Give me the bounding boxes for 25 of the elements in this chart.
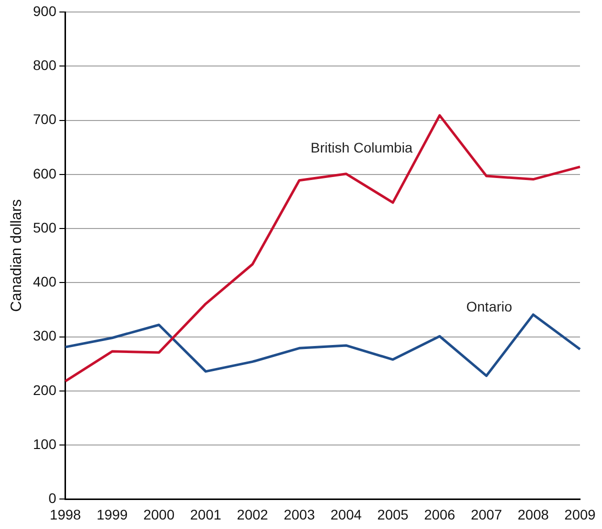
x-tick-label: 2004	[330, 506, 362, 522]
y-tick-label: 600	[33, 165, 57, 182]
x-tick-label: 2008	[518, 506, 549, 522]
x-tick-label: 1999	[96, 506, 128, 522]
x-tick-label: 2006	[424, 506, 456, 522]
y-tick-label: 300	[33, 328, 57, 344]
x-tick-label: 2002	[236, 506, 268, 522]
y-tick-label: 800	[33, 56, 57, 73]
x-tick-label: 2001	[190, 506, 222, 522]
x-tick-label: 2005	[377, 506, 409, 522]
x-tick-label: 2003	[284, 506, 316, 522]
series-label: British Columbia	[310, 139, 413, 156]
y-tick-label: 900	[33, 2, 57, 19]
x-tick-label: 2000	[143, 506, 175, 522]
y-tick-label: 400	[33, 274, 57, 290]
y-tick-label: 100	[33, 436, 57, 452]
y-tick-label: 700	[33, 111, 57, 128]
y-tick-label: 0	[48, 490, 57, 506]
x-tick-label: 2009	[564, 506, 596, 522]
y-tick-label: 500	[33, 219, 57, 236]
series-label: Ontario	[466, 298, 512, 314]
y-tick-label: 200	[33, 382, 57, 398]
y-axis-title: Canadian dollars	[8, 199, 26, 312]
x-tick-label: 1998	[50, 506, 82, 522]
x-tick-label: 2007	[470, 506, 502, 522]
